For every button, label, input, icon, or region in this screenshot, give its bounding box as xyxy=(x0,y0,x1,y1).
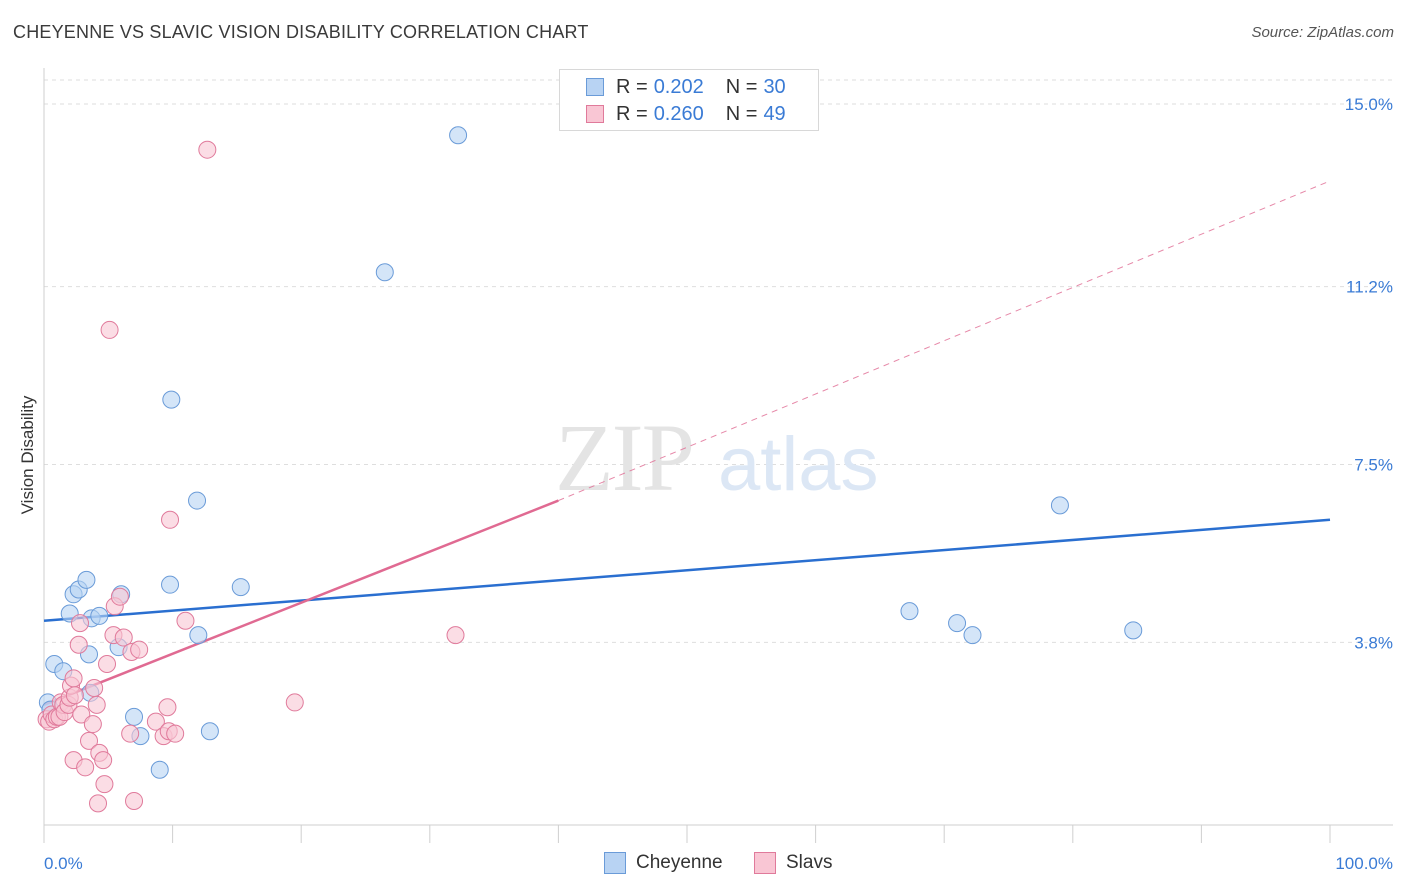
y-tick-label: 15.0% xyxy=(1345,95,1393,114)
bottom-legend-swatch-slavs xyxy=(754,852,776,874)
data-point xyxy=(198,140,217,159)
data-point xyxy=(125,707,144,726)
data-point xyxy=(166,724,185,743)
data-point xyxy=(87,695,106,714)
trend-line-cheyenne xyxy=(43,518,1331,622)
data-point xyxy=(449,126,468,145)
data-point xyxy=(1124,621,1143,640)
legend-r-label: R = xyxy=(616,102,648,125)
data-point xyxy=(231,578,250,597)
data-point xyxy=(89,794,108,813)
data-point xyxy=(64,669,83,688)
data-point xyxy=(150,760,169,779)
x-tick-label-min: 0.0% xyxy=(44,854,83,873)
stats-legend: R = 0.202 N = 30 R = 0.260 N = 49 xyxy=(559,69,819,131)
data-point xyxy=(69,635,88,654)
data-point xyxy=(100,320,119,339)
data-point xyxy=(161,510,180,529)
bottom-legend-swatch-cheyenne xyxy=(604,852,626,874)
data-point xyxy=(110,587,129,606)
data-point xyxy=(1050,496,1069,515)
legend-row-slavs: R = 0.260 N = 49 xyxy=(586,102,786,126)
bottom-legend-cheyenne[interactable]: Cheyenne xyxy=(604,852,723,874)
data-point xyxy=(948,614,967,633)
data-point xyxy=(446,626,465,645)
data-point xyxy=(161,575,180,594)
data-point xyxy=(162,390,181,409)
legend-r-value: 0.202 xyxy=(653,75,704,98)
legend-n-label: N = xyxy=(725,102,758,125)
legend-r-label: R = xyxy=(616,75,648,98)
data-point xyxy=(189,626,208,645)
data-point xyxy=(76,758,95,777)
data-point xyxy=(125,791,144,810)
watermark-zip: ZIP xyxy=(555,404,693,511)
data-point xyxy=(83,715,102,734)
data-point xyxy=(375,263,394,282)
data-point xyxy=(72,705,91,724)
data-point xyxy=(146,712,165,731)
trend-line-slavs xyxy=(43,499,559,707)
y-tick-label: 11.2% xyxy=(1346,278,1393,297)
data-point xyxy=(98,654,117,673)
legend-row-cheyenne: R = 0.202 N = 30 xyxy=(586,75,786,99)
legend-r-value: 0.260 xyxy=(653,102,704,125)
data-points xyxy=(37,126,1143,813)
legend-n-label: N = xyxy=(725,75,758,98)
y-tick-label: 7.5% xyxy=(1354,456,1393,475)
data-point xyxy=(71,614,90,633)
data-point xyxy=(285,693,304,712)
y-axis-title: Vision Disability xyxy=(18,395,37,515)
trend-extension-slavs xyxy=(558,180,1331,502)
data-point xyxy=(80,731,99,750)
legend-n-value: 30 xyxy=(763,75,786,98)
bottom-legend-label: Slavs xyxy=(786,852,833,873)
data-point xyxy=(158,698,177,717)
data-point xyxy=(65,686,84,705)
data-point xyxy=(176,611,195,630)
data-point xyxy=(95,775,114,794)
watermark: ZIP atlas xyxy=(555,404,879,511)
watermark-atlas: atlas xyxy=(718,422,879,507)
data-point xyxy=(963,626,982,645)
data-point xyxy=(188,491,207,510)
data-point xyxy=(77,570,96,589)
data-point xyxy=(130,640,149,659)
x-tick-label-max: 100.0% xyxy=(1335,854,1393,873)
source-label: Source: ZipAtlas.com xyxy=(1251,24,1394,41)
chart-title: CHEYENNE VS SLAVIC VISION DISABILITY COR… xyxy=(13,22,589,42)
data-point xyxy=(94,751,113,770)
tick-labels: 3.8% 7.5% 11.2% 15.0% 0.0% 100.0% xyxy=(44,95,1393,873)
data-point xyxy=(85,679,104,698)
data-point xyxy=(90,606,109,625)
legend-n-value: 49 xyxy=(763,102,786,125)
series-slavs xyxy=(37,140,465,813)
gridlines xyxy=(44,79,1393,643)
data-point xyxy=(114,628,133,647)
y-tick-label: 3.8% xyxy=(1354,633,1393,652)
data-point xyxy=(200,722,219,741)
legend-swatch-cheyenne xyxy=(586,78,604,96)
data-point xyxy=(121,724,140,743)
bottom-legend-slavs[interactable]: Slavs xyxy=(754,852,832,874)
data-point xyxy=(900,602,919,621)
legend-swatch-slavs xyxy=(586,105,604,123)
trend-lines xyxy=(43,180,1331,707)
bottom-legend-label: Cheyenne xyxy=(636,852,723,873)
